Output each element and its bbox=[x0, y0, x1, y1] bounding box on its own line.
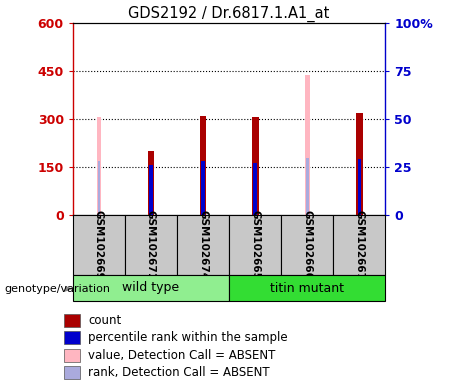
Bar bbox=[64, 331, 80, 344]
Bar bbox=[358, 159, 361, 215]
Text: GSM102674: GSM102674 bbox=[198, 210, 208, 280]
Polygon shape bbox=[65, 286, 73, 292]
Bar bbox=[201, 161, 205, 215]
Text: value, Detection Call = ABSENT: value, Detection Call = ABSENT bbox=[88, 349, 276, 362]
Text: GSM102669: GSM102669 bbox=[94, 210, 104, 280]
Bar bbox=[281, 215, 333, 275]
Bar bbox=[73, 275, 229, 301]
Text: GSM102666: GSM102666 bbox=[302, 210, 312, 280]
Text: GSM102665: GSM102665 bbox=[250, 210, 260, 280]
Bar bbox=[333, 215, 385, 275]
Text: GSM102667: GSM102667 bbox=[354, 210, 364, 280]
Bar bbox=[64, 366, 80, 379]
Bar bbox=[229, 275, 385, 301]
Bar bbox=[96, 118, 101, 215]
Bar bbox=[73, 215, 125, 275]
Bar bbox=[305, 75, 310, 215]
Bar bbox=[148, 151, 154, 215]
Text: genotype/variation: genotype/variation bbox=[5, 284, 111, 294]
Title: GDS2192 / Dr.6817.1.A1_at: GDS2192 / Dr.6817.1.A1_at bbox=[128, 5, 330, 22]
Bar bbox=[64, 314, 80, 327]
Text: GSM102671: GSM102671 bbox=[146, 210, 156, 280]
Bar bbox=[98, 161, 100, 215]
Bar bbox=[64, 349, 80, 362]
Text: percentile rank within the sample: percentile rank within the sample bbox=[88, 331, 288, 344]
Bar bbox=[125, 215, 177, 275]
Bar bbox=[229, 215, 281, 275]
Bar bbox=[356, 113, 363, 215]
Bar bbox=[149, 166, 153, 215]
Bar bbox=[306, 158, 309, 215]
Bar bbox=[177, 215, 229, 275]
Text: titin mutant: titin mutant bbox=[270, 281, 344, 295]
Bar bbox=[253, 163, 257, 215]
Bar bbox=[252, 117, 258, 215]
Bar bbox=[200, 116, 206, 215]
Text: wild type: wild type bbox=[122, 281, 180, 295]
Text: count: count bbox=[88, 314, 122, 327]
Text: rank, Detection Call = ABSENT: rank, Detection Call = ABSENT bbox=[88, 366, 270, 379]
